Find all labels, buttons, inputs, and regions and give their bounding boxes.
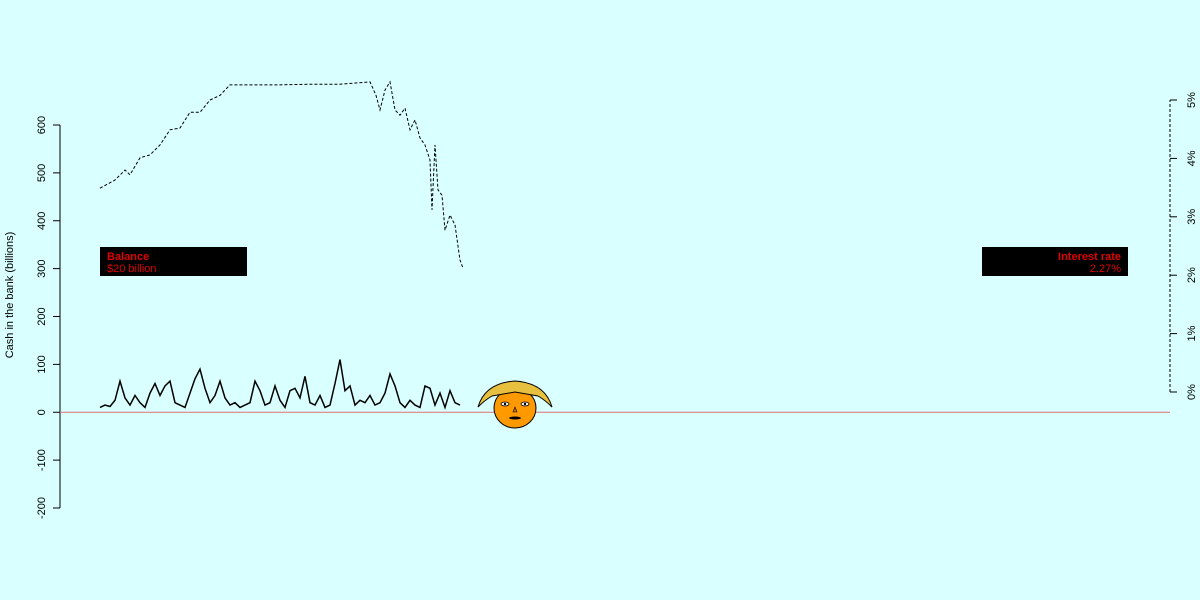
y2-tick-label: 5%	[1186, 92, 1198, 108]
y2-tick-label: 4%	[1186, 150, 1198, 166]
interest-label: Interest rate	[1058, 251, 1121, 263]
cash-line	[99, 359, 461, 410]
y-tick-label: 200	[36, 307, 48, 325]
y-tick-label: 400	[36, 212, 48, 230]
y-tick-label: -100	[36, 449, 48, 471]
rate-line	[99, 80, 464, 269]
player-face	[477, 380, 553, 429]
y-tick-label: -200	[36, 497, 48, 519]
interest-panel	[982, 247, 1128, 276]
y2-tick-label: 3%	[1186, 209, 1198, 225]
y-tick-label: 0	[36, 409, 48, 415]
balance-value: $20 billion	[107, 263, 157, 275]
y-tick-label: 300	[36, 259, 48, 277]
y2-tick-label: 0%	[1186, 384, 1198, 400]
y2-tick-label: 2%	[1186, 267, 1198, 283]
y2-tick-label: 1%	[1186, 325, 1198, 341]
interest-value: 2.27%	[1090, 263, 1121, 275]
balance-label: Balance	[107, 251, 149, 263]
balance-panel	[100, 247, 247, 276]
y-tick-label: 500	[36, 164, 48, 182]
y-tick-label: 100	[36, 355, 48, 373]
y-axis-label: Cash in the bank (billions)	[4, 232, 16, 359]
y-tick-label: 600	[36, 116, 48, 134]
